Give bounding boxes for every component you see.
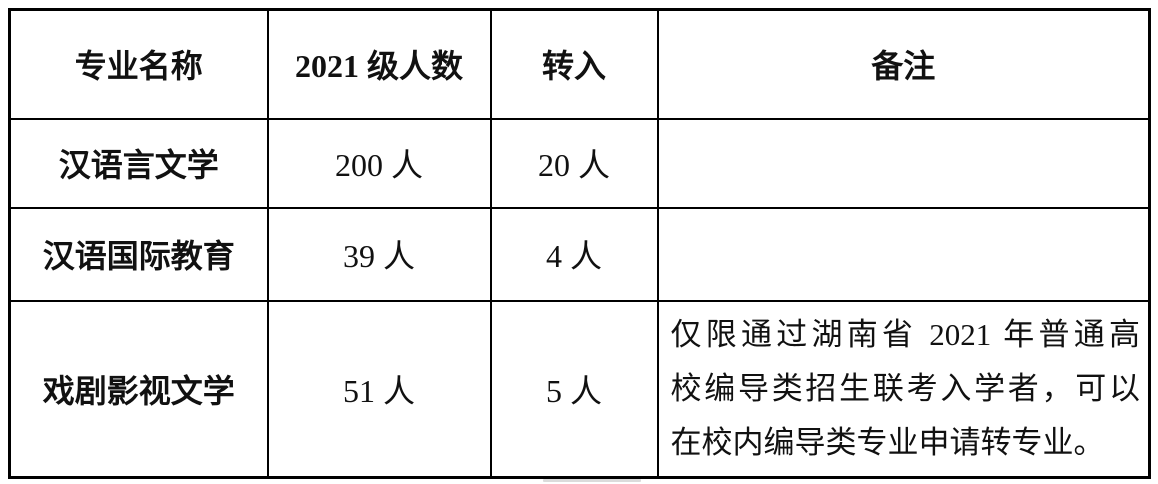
cell-transfer-in: 20 人 (489, 117, 659, 209)
table-header-row: 专业名称 2021 级人数 转入 备注 (8, 8, 1151, 120)
table-row-xiju-yingshi-wenxue: 戏剧影视文学 51 人 5 人 仅限通过湖南省 2021 年普通高 校编导类招生… (8, 299, 1151, 478)
column-header-students-2021: 2021 级人数 (266, 8, 492, 120)
cell-major: 戏剧影视文学 (8, 299, 269, 478)
cell-students-2021: 200 人 (266, 117, 492, 209)
cell-remark: 仅限通过湖南省 2021 年普通高 校编导类招生联考入学者，可以 在校内编导类专… (656, 299, 1151, 478)
column-header-transfer-in: 转入 (489, 8, 659, 120)
table-row-hanyu-guoji-jiaoyu: 汉语国际教育 39 人 4 人 (8, 206, 1151, 302)
cell-major: 汉语言文学 (8, 117, 269, 209)
cell-remark (656, 206, 1151, 302)
cropped-text-artifact (543, 479, 641, 482)
cell-transfer-in: 5 人 (489, 299, 659, 478)
cell-students-2021: 51 人 (266, 299, 492, 478)
transfer-majors-table: 专业名称 2021 级人数 转入 备注 汉语言文学 200 人 20 人 汉语国… (8, 8, 1151, 479)
remark-text-line: 仅限通过湖南省 2021 年普通高 (670, 316, 1141, 352)
cell-major: 汉语国际教育 (8, 206, 269, 302)
cell-remark (656, 117, 1151, 209)
cell-transfer-in: 4 人 (489, 206, 659, 302)
column-header-major: 专业名称 (8, 8, 269, 120)
column-header-remark: 备注 (656, 8, 1151, 120)
table-row-hanyuyan-wenxue: 汉语言文学 200 人 20 人 (8, 117, 1151, 209)
cell-students-2021: 39 人 (266, 206, 492, 302)
remark-text-line: 在校内编导类专业申请转专业。 (670, 424, 1105, 460)
remark-text-line: 校编导类招生联考入学者，可以 (670, 370, 1141, 406)
